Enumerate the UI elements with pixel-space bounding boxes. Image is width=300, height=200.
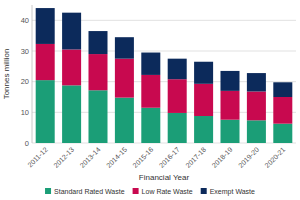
y-axis-title: Tonnes million [2,49,11,100]
bar-segment [247,73,266,91]
y-tick-label: 40 [21,16,29,25]
x-tick-label: 2013-14 [79,146,102,169]
bar-segment [141,108,160,143]
bar-segment [36,8,55,44]
legend-label: Low Rate Waste [142,188,193,195]
bar-segment [194,116,213,143]
bar-segment [62,85,81,143]
bar-segment [62,13,81,50]
legend-swatch [133,188,139,194]
x-tick-label: 2018-19 [211,146,234,169]
bar-segment [88,31,107,54]
bar-segment [220,120,239,143]
bar-segment [141,53,160,75]
bar-segment [36,44,55,80]
legend-swatch [201,188,207,194]
x-tick-label: 2012-13 [52,146,75,169]
x-tick-label: 2016-17 [158,146,181,169]
legend-label: Standard Rated Waste [54,188,125,195]
bar-segment [62,49,81,85]
bar-segment [194,62,213,84]
y-tick-label: 20 [21,77,29,86]
x-tick-label: 2015-16 [131,146,154,169]
bar-segment [220,91,239,120]
bar-segment [88,90,107,143]
x-tick-label: 2017-18 [184,146,207,169]
legend-swatch [45,188,51,194]
bar-segment [88,54,107,90]
chart: 0102030402011-122012-132013-142014-15201… [0,0,300,200]
y-tick-label: 30 [21,47,29,56]
bar-segment [247,91,266,120]
y-axis-line [32,5,33,143]
bar-segment [115,37,134,58]
bar-segment [141,75,160,108]
bar-segment [115,59,134,98]
bar-segment [36,80,55,143]
y-tick-label: 0 [25,139,29,148]
legend-label: Exempt Waste [210,188,255,196]
bar-segment [194,84,213,116]
bar-segment [168,79,187,113]
x-axis-title: Financial Year [139,173,190,182]
x-tick-label: 2014-15 [105,146,128,169]
bar-segment [273,97,292,124]
x-tick-label: 2020-21 [263,146,286,169]
y-tick-label: 10 [21,108,29,117]
bar-segment [247,120,266,143]
bar-segment [115,98,134,143]
x-tick-label: 2019-20 [237,146,260,169]
bars [36,8,293,143]
bar-segment [220,71,239,91]
bar-segment [273,82,292,97]
bar-segment [273,124,292,143]
bar-segment [168,59,187,80]
bar-segment [168,113,187,143]
x-tick-label: 2011-12 [26,146,49,169]
legend: Standard Rated Waste Low Rate Waste Exempt… [45,188,255,196]
